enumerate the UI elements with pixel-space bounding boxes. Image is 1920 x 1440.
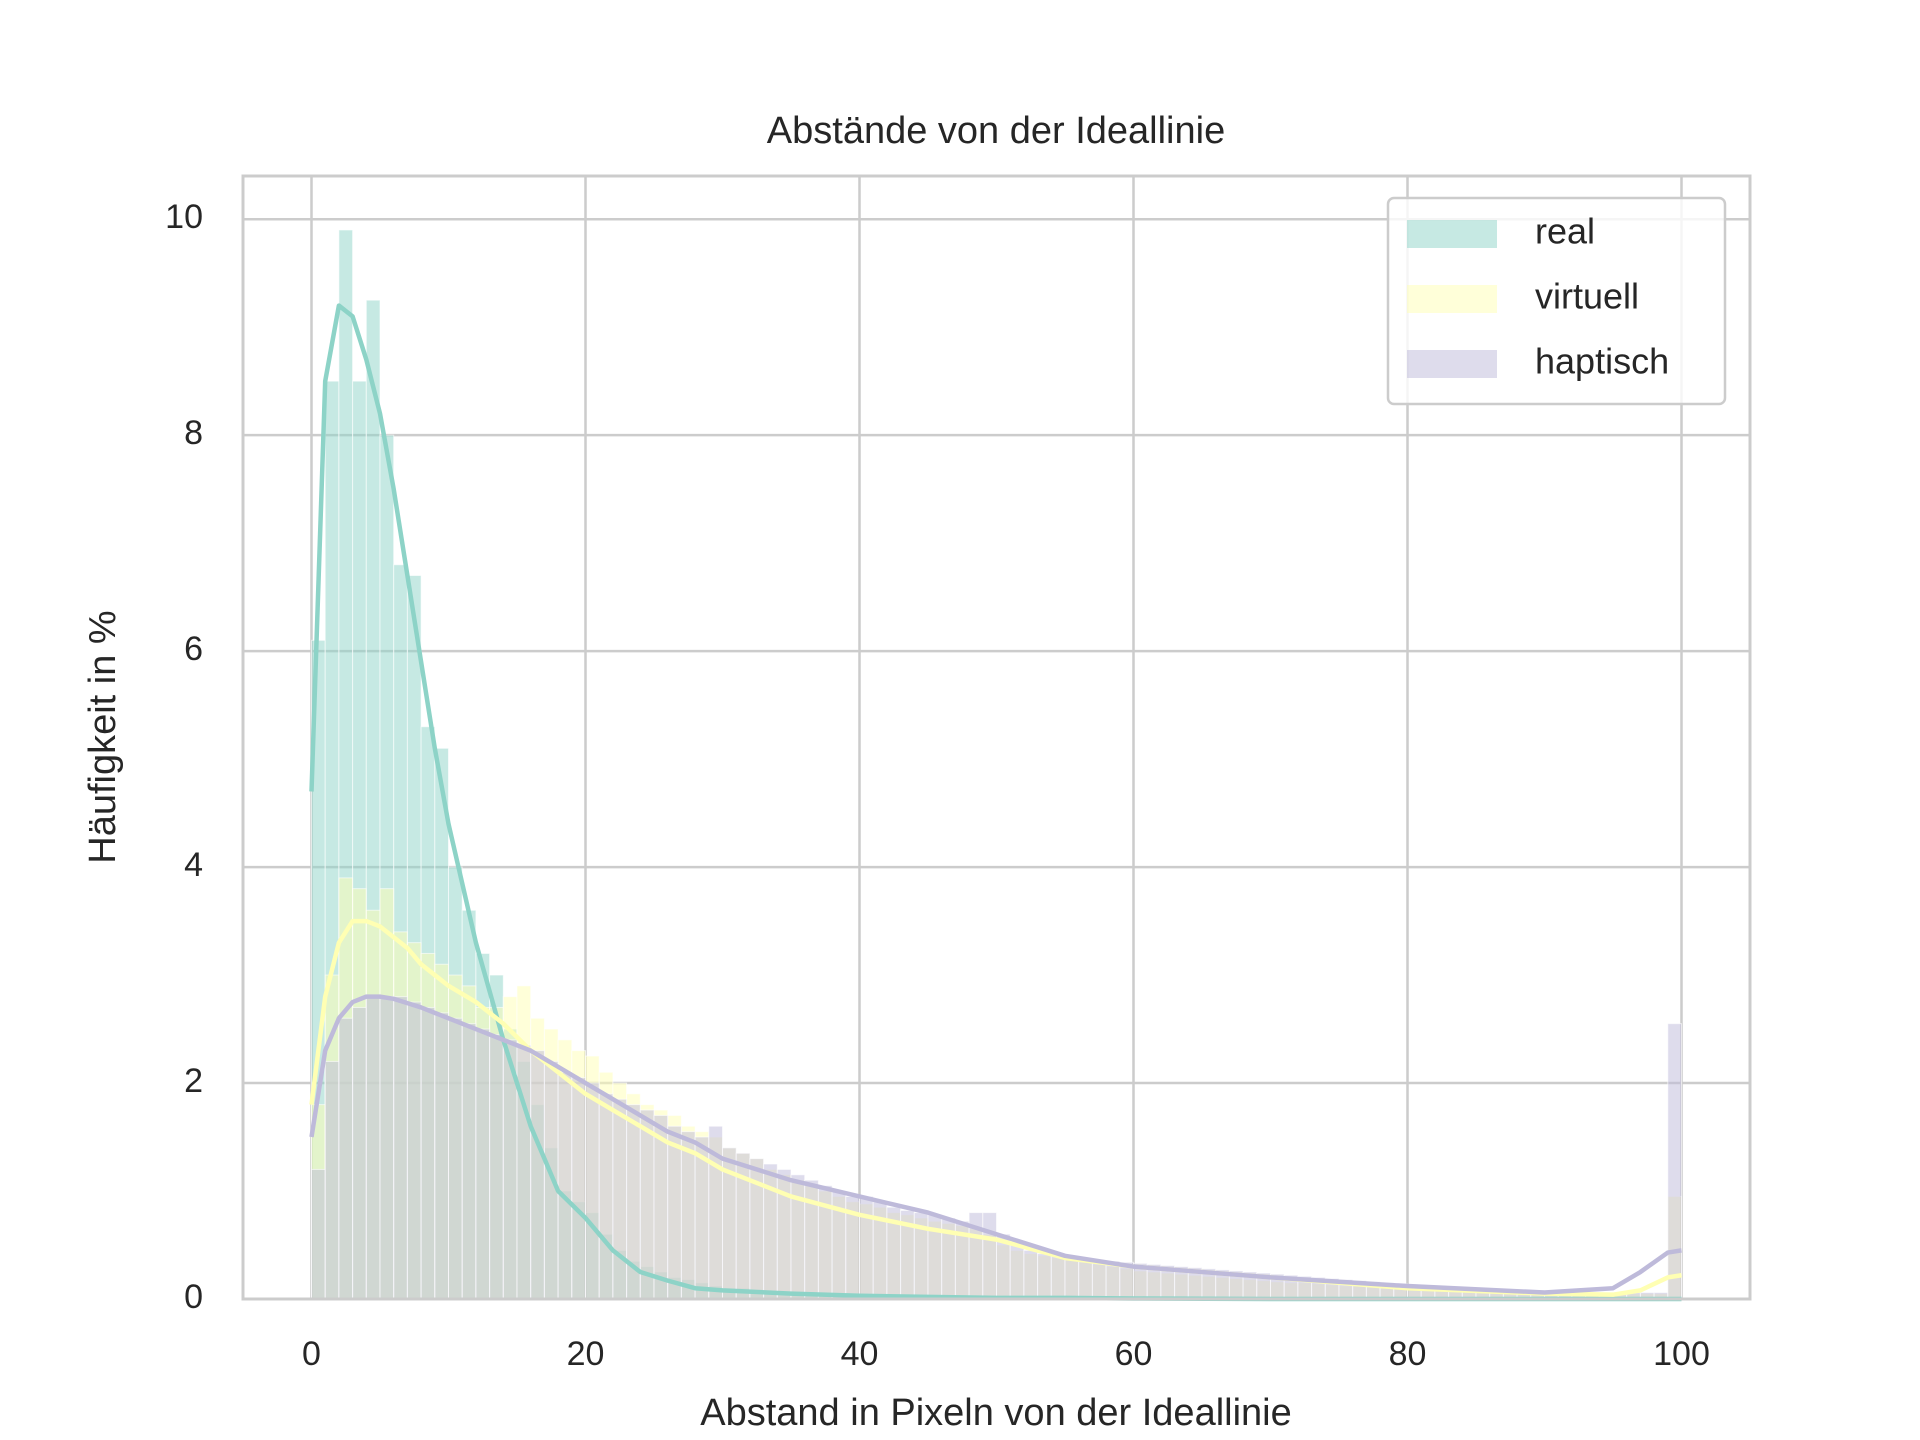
histogram-bar [859,1195,874,1300]
y-tick-label: 8 [184,414,203,452]
legend-label: haptisch [1535,341,1669,382]
x-axis-label: Abstand in Pixeln von der Ideallinie [700,1392,1292,1434]
histogram-bar [982,1212,997,1300]
histogram-bar [338,1017,354,1300]
histogram-bar [379,996,395,1300]
legend-label: real [1535,211,1595,252]
histogram-bar [1078,1258,1093,1300]
histogram-bar [1091,1259,1107,1300]
histogram-bar [352,1006,367,1300]
plot-frame [241,174,1752,1301]
chart-title: Abstände von der Ideallinie [767,110,1225,152]
histogram-bar [598,1093,614,1300]
x-tick-label: 100 [1653,1335,1710,1373]
y-tick-label: 6 [184,630,203,668]
histogram-bar [557,1071,573,1300]
histogram-bar [776,1168,792,1300]
legend-swatch [1407,285,1497,313]
histogram-bar [434,1012,449,1300]
histogram-bar [1064,1257,1080,1300]
histogram-bar [393,996,408,1300]
histogram-bar [1050,1255,1066,1300]
legend-swatch [1407,220,1497,248]
histogram-bar [311,1168,326,1300]
histogram-bar [1037,1253,1052,1300]
x-tick-label: 80 [1389,1335,1427,1373]
y-axis-label: Häufigkeit in % [82,610,124,863]
histogram-bar [406,1001,422,1300]
histogram-bar [790,1174,806,1300]
x-tick-label: 20 [567,1335,605,1373]
histogram-bar [585,1082,600,1300]
histogram-bar [1667,1023,1683,1300]
histogram-bar [420,1006,436,1300]
histogram-bar [365,996,381,1300]
histogram-bar [571,1077,586,1300]
histogram-bar [1009,1244,1025,1300]
histogram-bar [680,1131,696,1300]
legend: real virtuell haptisch [1386,196,1727,406]
y-tick-label: 2 [184,1062,203,1100]
x-tick-label: 40 [841,1335,879,1373]
kde-line [309,994,1682,1295]
histogram-bar [804,1179,819,1300]
histogram-bar [1023,1249,1039,1300]
y-tick-label: 4 [184,846,203,884]
y-tick-label: 0 [184,1278,203,1316]
x-tick-label: 60 [1115,1335,1153,1373]
legend-swatch [1407,350,1497,378]
histogram-bar [489,1033,504,1300]
histogram-bar [324,1060,340,1300]
histogram-bar [612,1098,628,1300]
y-tick-label: 10 [165,198,203,236]
histogram-bar [530,1050,545,1300]
legend-label: virtuell [1535,276,1639,317]
histogram-bar [475,1028,491,1300]
histogram-bar [448,1017,463,1300]
histogram-bar [667,1125,682,1300]
histogram-bar [461,1023,477,1300]
x-tick-label: 0 [302,1335,321,1373]
